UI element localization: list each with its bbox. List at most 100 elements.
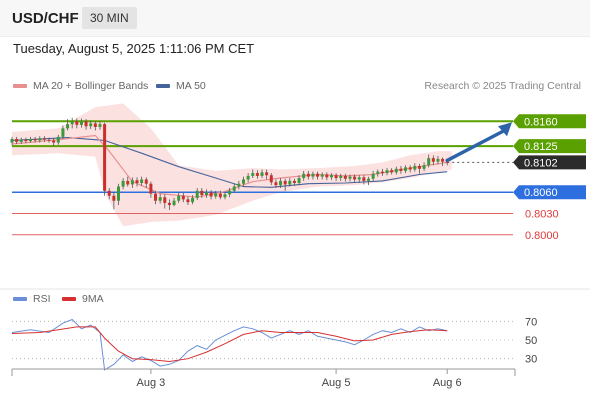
timeframe-badge[interactable]: 30 MIN bbox=[82, 7, 137, 29]
level-text: 0.8102 bbox=[524, 157, 558, 169]
candle bbox=[98, 121, 102, 130]
candle bbox=[89, 120, 93, 130]
candle-body bbox=[191, 197, 195, 203]
candle-body bbox=[302, 173, 306, 179]
candle-body bbox=[209, 192, 213, 197]
candle-body bbox=[427, 158, 431, 166]
candle-body bbox=[279, 180, 283, 186]
candle-body bbox=[130, 180, 134, 185]
candle bbox=[422, 162, 426, 171]
candle-body bbox=[255, 173, 259, 176]
candle bbox=[121, 178, 125, 190]
candle bbox=[246, 173, 250, 183]
candle bbox=[306, 170, 310, 180]
candle-body bbox=[283, 180, 287, 185]
candle bbox=[38, 136, 42, 143]
candle-body bbox=[47, 139, 51, 141]
level-text: 0.8060 bbox=[524, 187, 558, 199]
candle bbox=[103, 122, 107, 196]
candle bbox=[135, 177, 139, 187]
level-text: 0.8160 bbox=[524, 116, 558, 128]
candle bbox=[107, 187, 111, 200]
candle-body bbox=[84, 121, 88, 127]
candle bbox=[297, 175, 301, 186]
candle-body bbox=[70, 121, 74, 125]
candle-body bbox=[121, 180, 125, 187]
candle bbox=[209, 190, 213, 200]
candle bbox=[52, 138, 56, 147]
candle bbox=[24, 137, 28, 144]
rsi-ma-line bbox=[11, 326, 448, 363]
candle-body bbox=[408, 167, 412, 170]
candle-body bbox=[56, 136, 60, 143]
candle bbox=[112, 192, 116, 210]
x-tick-label: Aug 6 bbox=[433, 377, 462, 389]
candle bbox=[181, 192, 185, 203]
candle-body bbox=[167, 202, 171, 205]
candle-body bbox=[42, 138, 46, 140]
candle bbox=[394, 166, 398, 175]
candle-body bbox=[144, 179, 148, 184]
candle bbox=[232, 183, 236, 193]
candle-body bbox=[362, 177, 366, 181]
rsi-swatch-icon bbox=[13, 297, 27, 302]
candle bbox=[390, 168, 394, 175]
candle-body bbox=[177, 195, 181, 201]
candle-body bbox=[376, 171, 380, 174]
candle-body bbox=[390, 170, 394, 173]
candle bbox=[93, 121, 97, 131]
chart-header: USD/CHF 30 MIN bbox=[0, 0, 590, 37]
candle-body bbox=[75, 121, 79, 125]
candle-body bbox=[79, 121, 83, 125]
candle-body bbox=[24, 139, 28, 142]
level-tag-shape bbox=[513, 185, 586, 200]
legend-ma50-label: MA 50 bbox=[176, 80, 206, 92]
candle-body bbox=[367, 178, 371, 181]
candle-body bbox=[158, 197, 162, 201]
candle bbox=[325, 172, 329, 181]
candle-body bbox=[371, 173, 375, 179]
candle-body bbox=[311, 173, 315, 177]
candle-body bbox=[29, 139, 33, 142]
legend-9ma: 9MA bbox=[62, 293, 104, 305]
legend-rsi: RSI bbox=[13, 293, 51, 305]
candle-body bbox=[241, 179, 246, 184]
candle bbox=[228, 187, 232, 198]
candle bbox=[15, 136, 19, 144]
candle-body bbox=[186, 199, 190, 203]
candle bbox=[292, 178, 296, 186]
candle bbox=[413, 163, 417, 172]
candle bbox=[130, 177, 134, 188]
candle-body bbox=[163, 197, 167, 203]
candle bbox=[218, 190, 222, 200]
candle-body bbox=[260, 172, 264, 176]
candle-body bbox=[172, 200, 176, 205]
level-tag-shape bbox=[513, 114, 586, 129]
candle bbox=[343, 173, 347, 182]
candle-body bbox=[431, 158, 435, 162]
candle-body bbox=[320, 174, 324, 177]
candle bbox=[223, 191, 227, 200]
candle bbox=[177, 192, 181, 203]
candle bbox=[241, 176, 246, 186]
candle-body bbox=[112, 195, 116, 201]
level-text: 0.8125 bbox=[524, 141, 558, 153]
candle bbox=[279, 178, 283, 188]
candle bbox=[311, 171, 315, 180]
candle-body bbox=[66, 124, 70, 129]
candle bbox=[302, 170, 306, 181]
candle bbox=[431, 155, 435, 166]
level-tag-shape bbox=[513, 139, 586, 154]
candle bbox=[339, 173, 343, 181]
symbol-title: USD/CHF bbox=[12, 10, 79, 27]
candle-body bbox=[200, 190, 204, 196]
candle bbox=[172, 197, 176, 207]
rsi-line bbox=[11, 318, 448, 371]
candle-body bbox=[353, 176, 357, 180]
legend-rsi-label: RSI bbox=[33, 293, 51, 305]
candle-body bbox=[436, 158, 440, 162]
candle bbox=[320, 172, 324, 180]
candle bbox=[288, 178, 292, 187]
candle-body bbox=[441, 158, 445, 162]
